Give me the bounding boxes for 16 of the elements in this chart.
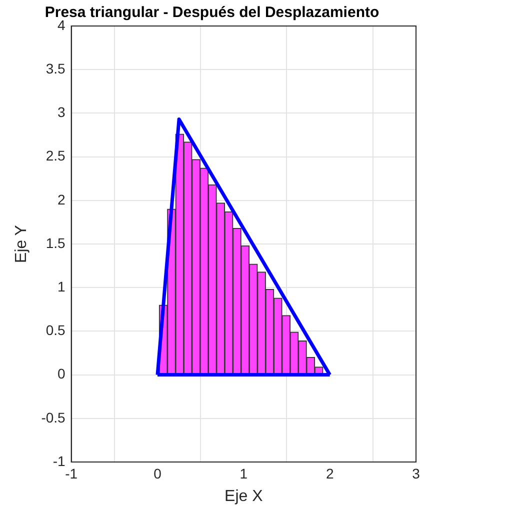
x-tick-label: 1 (240, 465, 248, 482)
x-tick-label: 2 (326, 465, 334, 482)
y-tick-label: 0.5 (46, 322, 66, 338)
y-tick-label: 3.5 (46, 60, 66, 76)
y-tick-label: 3 (58, 104, 66, 120)
x-axis-title: Eje X (224, 488, 264, 505)
y-tick-label: 1 (58, 278, 66, 294)
y-tick-label: 2 (58, 191, 66, 208)
y-axis-title: Eje Y (13, 224, 30, 263)
y-tick-label: 2.5 (46, 148, 66, 164)
x-tick-label: 3 (412, 465, 420, 482)
y-tick-label: 0 (58, 366, 66, 382)
y-tick-label: 1.5 (46, 234, 66, 251)
x-tick-label: 0 (154, 465, 162, 482)
y-tick-label: -1 (52, 452, 66, 469)
y-tick-label: -0.5 (41, 409, 66, 426)
